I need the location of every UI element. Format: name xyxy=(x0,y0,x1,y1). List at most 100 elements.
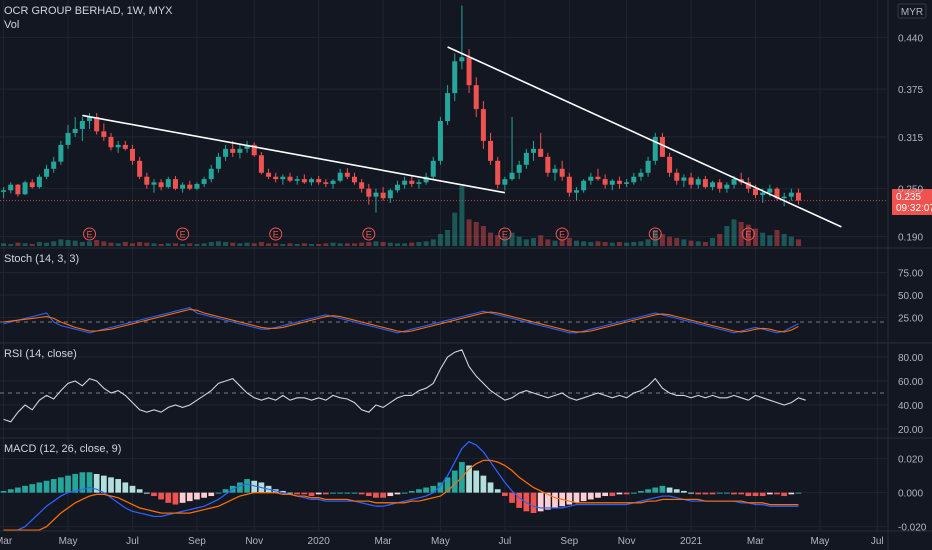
candle-body xyxy=(573,190,579,193)
macd-histogram-bar xyxy=(645,489,651,493)
macd-histogram-bar xyxy=(702,492,709,495)
macd-histogram-bar xyxy=(630,492,637,494)
earnings-marker[interactable] xyxy=(498,227,512,241)
macd-tick-label: 0.020 xyxy=(898,455,923,466)
candle-body xyxy=(659,136,665,157)
macd-histogram-bar xyxy=(308,492,315,497)
earnings-marker[interactable] xyxy=(555,227,569,241)
earnings-marker[interactable] xyxy=(176,227,190,241)
earnings-marker[interactable] xyxy=(83,227,97,241)
macd-histogram-bar xyxy=(351,492,358,494)
macd-histogram-bar xyxy=(344,492,351,494)
volume-bar xyxy=(244,242,250,246)
candle-body xyxy=(523,152,529,165)
volume-bar xyxy=(180,244,186,246)
candle-body xyxy=(273,176,279,180)
volume-bar xyxy=(538,235,544,246)
volume-bar xyxy=(480,226,486,246)
macd-histogram-bar xyxy=(7,489,14,493)
earnings-marker[interactable] xyxy=(362,227,376,241)
time-axis-label: May xyxy=(431,536,450,547)
candle-body xyxy=(710,182,716,188)
volume-bar xyxy=(523,239,529,246)
volume-bar xyxy=(616,242,622,246)
candle-body xyxy=(359,182,365,189)
macd-histogram-bar xyxy=(50,479,57,493)
volume-bar xyxy=(187,243,193,246)
macd-title: MACD (12, 26, close, 9) xyxy=(4,443,121,455)
rsi-tick-label: 40.00 xyxy=(898,401,923,412)
trendline[interactable] xyxy=(82,114,506,194)
volume-bar xyxy=(251,243,257,246)
macd-histogram-bar xyxy=(795,492,802,494)
earnings-marker[interactable] xyxy=(648,227,662,241)
volume-bar xyxy=(702,242,708,246)
volume-bar xyxy=(22,243,28,246)
macd-histogram-bar xyxy=(301,492,308,495)
volume-bar xyxy=(545,239,551,246)
volume-bar xyxy=(101,241,107,246)
candle-body xyxy=(108,136,114,148)
macd-series-line xyxy=(3,459,799,531)
macd-histogram-bar xyxy=(65,475,71,493)
candle-body xyxy=(695,179,701,185)
candle-body xyxy=(180,184,186,189)
candle-body xyxy=(351,176,357,183)
candle-body xyxy=(301,179,307,183)
macd-histogram-bar xyxy=(681,490,687,493)
time-axis-label: Nov xyxy=(618,536,636,547)
stoch-series-line xyxy=(3,308,799,333)
earnings-marker[interactable] xyxy=(741,227,755,241)
earnings-marker-label: E xyxy=(87,230,93,240)
volume-bar xyxy=(344,243,350,246)
currency-badge[interactable] xyxy=(897,3,927,19)
candle-body xyxy=(559,168,565,177)
macd-histogram-bar xyxy=(72,473,79,493)
macd-histogram-bar xyxy=(394,492,401,495)
earnings-marker[interactable] xyxy=(269,227,283,241)
macd-histogram-bar xyxy=(781,492,788,497)
volume-bar xyxy=(165,243,171,246)
volume-bar xyxy=(87,241,93,246)
earnings-marker-label: E xyxy=(745,230,751,240)
last-price-tag xyxy=(892,189,932,215)
volume-bar xyxy=(409,242,415,246)
earnings-marker-label: E xyxy=(652,230,658,240)
macd-histogram-bar xyxy=(638,490,644,493)
macd-histogram-bar xyxy=(86,472,93,493)
candle-body xyxy=(129,148,135,161)
volume-bar xyxy=(194,244,200,246)
candle-body xyxy=(581,180,587,191)
macd-histogram-bar xyxy=(473,470,480,493)
macd-histogram-bar xyxy=(716,492,723,494)
candle-body xyxy=(15,184,21,195)
bar-countdown: 09:32:07 xyxy=(896,203,932,214)
time-axis-label: Nov xyxy=(245,536,263,547)
volume-bar xyxy=(373,241,379,246)
volume-bar xyxy=(15,242,21,246)
macd-histogram-bar xyxy=(666,487,673,493)
macd-histogram-bar xyxy=(129,485,136,493)
candle-body xyxy=(423,176,429,183)
candle-body xyxy=(652,136,658,161)
candle-body xyxy=(215,156,221,169)
volume-bar xyxy=(158,244,164,246)
candle-body xyxy=(602,179,608,185)
macd-histogram-bar xyxy=(502,492,508,497)
volume-bar xyxy=(437,234,443,246)
volume-bar xyxy=(1,243,7,246)
volume-bar xyxy=(781,234,787,246)
candle-body xyxy=(29,182,35,188)
macd-histogram-bar xyxy=(752,492,759,497)
macd-histogram-bar xyxy=(365,492,372,497)
macd-histogram-bar xyxy=(143,492,150,494)
trendline[interactable] xyxy=(447,46,842,228)
candle-body xyxy=(552,168,558,173)
candle-body xyxy=(688,177,694,185)
macd-histogram-bar xyxy=(537,492,544,512)
volume-bar xyxy=(602,242,608,246)
macd-histogram-bar xyxy=(673,489,680,493)
candle-body xyxy=(201,179,207,184)
candle-body xyxy=(137,160,143,177)
